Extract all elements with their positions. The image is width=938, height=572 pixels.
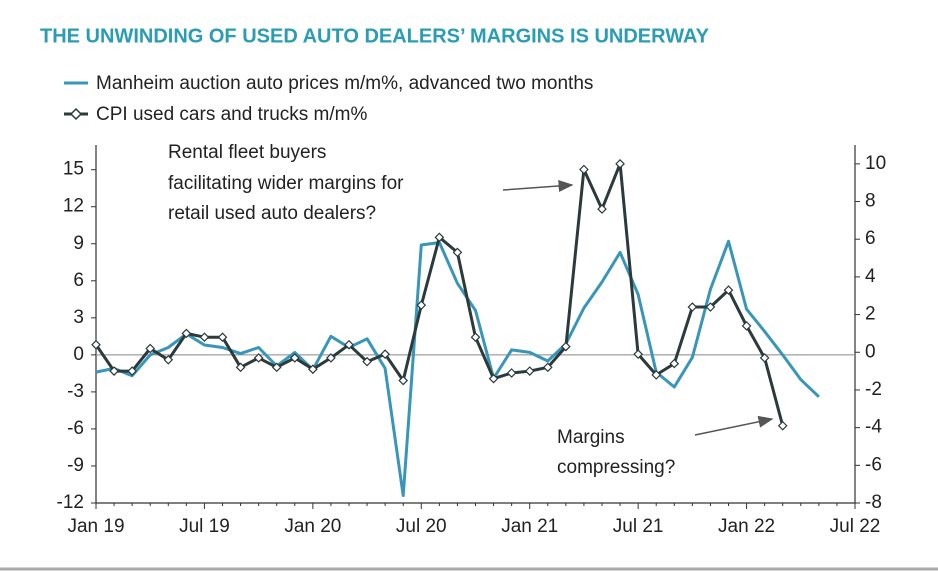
- data-point: [687, 302, 698, 312]
- chart-title: THE UNWINDING OF USED AUTO DEALERS’ MARG…: [40, 25, 710, 47]
- y2-tick-label: 6: [865, 228, 876, 249]
- data-point: [597, 204, 607, 214]
- data-point: [326, 353, 336, 363]
- x-tick-label: Jul 20: [396, 516, 447, 537]
- x-tick-label: Jan 21: [501, 516, 558, 537]
- data-point: [669, 358, 680, 369]
- y2-tick-label: 2: [865, 304, 876, 325]
- data-point: [235, 362, 246, 373]
- data-point: [633, 349, 643, 359]
- data-point: [651, 370, 662, 380]
- data-point: [561, 341, 571, 352]
- data-point: [217, 332, 228, 343]
- y-tick-label: 6: [73, 270, 84, 291]
- annotation-arrow: [694, 415, 774, 436]
- data-point: [506, 368, 517, 378]
- annotation: compressing?: [557, 457, 675, 478]
- data-point: [344, 339, 354, 350]
- data-point: [759, 353, 770, 363]
- x-tick-label: Jan 19: [67, 516, 124, 537]
- y2-tick-label: -8: [865, 492, 882, 513]
- data-point: [163, 354, 174, 365]
- data-point: [380, 349, 390, 359]
- data-point: [777, 420, 788, 431]
- data-point: [741, 321, 752, 331]
- data-point: [362, 356, 372, 367]
- legend-marker: [69, 107, 83, 121]
- legend-label: CPI used cars and trucks m/m%: [96, 104, 367, 125]
- data-point: [271, 362, 282, 373]
- data-point: [398, 375, 409, 386]
- x-tick-label: Jan 22: [718, 516, 775, 537]
- y-tick-label: -6: [67, 418, 84, 439]
- data-point: [145, 343, 156, 354]
- x-tick-label: Jul 22: [830, 516, 881, 537]
- y2-tick-label: -4: [865, 417, 882, 438]
- x-tick-label: Jan 20: [284, 516, 341, 537]
- data-point: [308, 364, 318, 375]
- y-tick-label: 3: [73, 307, 84, 328]
- y2-tick-label: 10: [865, 153, 886, 174]
- data-point: [524, 366, 535, 376]
- data-point: [723, 285, 734, 295]
- y2-tick-label: -2: [865, 379, 882, 400]
- y-tick-label: -3: [67, 381, 84, 402]
- data-point: [416, 300, 427, 311]
- y-tick-label: 0: [73, 344, 84, 365]
- data-point: [289, 353, 300, 363]
- data-point: [488, 373, 499, 384]
- annotation: Rental fleet buyers: [168, 142, 326, 163]
- y2-tick-label: 4: [865, 266, 876, 287]
- data-point: [127, 366, 137, 376]
- y-tick-label: 15: [63, 159, 84, 180]
- data-point: [452, 247, 463, 258]
- y-tick-label: 12: [63, 196, 84, 217]
- legend-label: Manheim auction auto prices m/m%, advanc…: [96, 73, 593, 94]
- data-point: [253, 353, 264, 363]
- y2-tick-label: 8: [865, 191, 876, 212]
- data-point: [470, 332, 481, 343]
- data-point: [542, 362, 553, 373]
- y2-tick-label: -6: [865, 454, 882, 475]
- data-point: [199, 332, 210, 343]
- y2-tick-label: 0: [865, 341, 876, 362]
- x-tick-label: Jul 19: [179, 516, 230, 537]
- annotation-arrow: [502, 179, 574, 192]
- annotation: Margins: [557, 427, 625, 448]
- data-point: [579, 164, 589, 175]
- data-point: [615, 158, 625, 169]
- data-point: [181, 328, 192, 339]
- data-point: [705, 302, 716, 312]
- data-point: [91, 339, 101, 350]
- data-point: [434, 232, 445, 243]
- y-tick-label: 9: [73, 233, 84, 254]
- y-tick-label: -9: [67, 455, 84, 476]
- y-tick-label: -12: [57, 492, 84, 513]
- data-point: [109, 366, 119, 376]
- x-tick-label: Jul 21: [613, 516, 664, 537]
- annotation: facilitating wider margins for: [168, 173, 404, 194]
- series-line: [95, 239, 820, 498]
- annotation: retail used auto dealers?: [168, 203, 376, 224]
